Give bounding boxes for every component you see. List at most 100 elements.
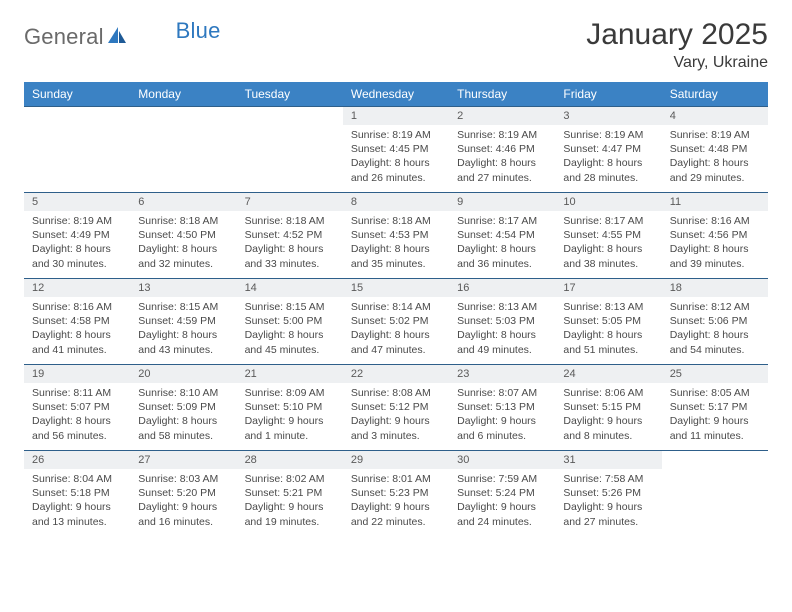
day-number: 13 (130, 279, 236, 297)
day-details: Sunrise: 8:14 AMSunset: 5:02 PMDaylight:… (343, 297, 449, 362)
day-details: Sunrise: 8:19 AMSunset: 4:47 PMDaylight:… (555, 125, 661, 190)
day-details: Sunrise: 8:16 AMSunset: 4:58 PMDaylight:… (24, 297, 130, 362)
calendar-cell: 31Sunrise: 7:58 AMSunset: 5:26 PMDayligh… (555, 451, 661, 537)
calendar-week: 5Sunrise: 8:19 AMSunset: 4:49 PMDaylight… (24, 193, 768, 279)
day-details: Sunrise: 8:11 AMSunset: 5:07 PMDaylight:… (24, 383, 130, 448)
day-number: 15 (343, 279, 449, 297)
day-number: 31 (555, 451, 661, 469)
day-number: 1 (343, 107, 449, 125)
day-number: 19 (24, 365, 130, 383)
page-header: General Blue January 2025 Vary, Ukraine (24, 18, 768, 72)
day-details: Sunrise: 8:15 AMSunset: 4:59 PMDaylight:… (130, 297, 236, 362)
day-number: 16 (449, 279, 555, 297)
day-header: Wednesday (343, 82, 449, 107)
calendar-cell: 13Sunrise: 8:15 AMSunset: 4:59 PMDayligh… (130, 279, 236, 365)
day-details: Sunrise: 8:19 AMSunset: 4:46 PMDaylight:… (449, 125, 555, 190)
day-number: 12 (24, 279, 130, 297)
day-details: Sunrise: 8:07 AMSunset: 5:13 PMDaylight:… (449, 383, 555, 448)
calendar-cell: 23Sunrise: 8:07 AMSunset: 5:13 PMDayligh… (449, 365, 555, 451)
calendar-cell: 12Sunrise: 8:16 AMSunset: 4:58 PMDayligh… (24, 279, 130, 365)
day-number: 8 (343, 193, 449, 211)
logo-word-2: Blue (176, 18, 221, 44)
day-details: Sunrise: 8:15 AMSunset: 5:00 PMDaylight:… (237, 297, 343, 362)
calendar-cell (237, 107, 343, 193)
title-block: January 2025 Vary, Ukraine (586, 18, 768, 72)
calendar-table: SundayMondayTuesdayWednesdayThursdayFrid… (24, 82, 768, 537)
day-header: Friday (555, 82, 661, 107)
day-number: 9 (449, 193, 555, 211)
day-header: Thursday (449, 82, 555, 107)
day-details: Sunrise: 8:18 AMSunset: 4:52 PMDaylight:… (237, 211, 343, 276)
calendar-cell: 5Sunrise: 8:19 AMSunset: 4:49 PMDaylight… (24, 193, 130, 279)
calendar-cell: 9Sunrise: 8:17 AMSunset: 4:54 PMDaylight… (449, 193, 555, 279)
calendar-cell: 3Sunrise: 8:19 AMSunset: 4:47 PMDaylight… (555, 107, 661, 193)
month-title: January 2025 (586, 18, 768, 52)
day-details: Sunrise: 8:05 AMSunset: 5:17 PMDaylight:… (662, 383, 768, 448)
day-number: 6 (130, 193, 236, 211)
calendar-cell: 20Sunrise: 8:10 AMSunset: 5:09 PMDayligh… (130, 365, 236, 451)
calendar-cell (130, 107, 236, 193)
calendar-cell (662, 451, 768, 537)
day-details: Sunrise: 8:18 AMSunset: 4:53 PMDaylight:… (343, 211, 449, 276)
calendar-cell: 16Sunrise: 8:13 AMSunset: 5:03 PMDayligh… (449, 279, 555, 365)
calendar-cell: 19Sunrise: 8:11 AMSunset: 5:07 PMDayligh… (24, 365, 130, 451)
day-header: Tuesday (237, 82, 343, 107)
day-number: 3 (555, 107, 661, 125)
calendar-cell: 7Sunrise: 8:18 AMSunset: 4:52 PMDaylight… (237, 193, 343, 279)
calendar-cell: 21Sunrise: 8:09 AMSunset: 5:10 PMDayligh… (237, 365, 343, 451)
day-details: Sunrise: 8:09 AMSunset: 5:10 PMDaylight:… (237, 383, 343, 448)
day-details: Sunrise: 8:16 AMSunset: 4:56 PMDaylight:… (662, 211, 768, 276)
day-number: 21 (237, 365, 343, 383)
calendar-week: 26Sunrise: 8:04 AMSunset: 5:18 PMDayligh… (24, 451, 768, 537)
day-details: Sunrise: 8:19 AMSunset: 4:45 PMDaylight:… (343, 125, 449, 190)
calendar-cell: 30Sunrise: 7:59 AMSunset: 5:24 PMDayligh… (449, 451, 555, 537)
day-number: 2 (449, 107, 555, 125)
calendar-cell: 14Sunrise: 8:15 AMSunset: 5:00 PMDayligh… (237, 279, 343, 365)
day-header: Monday (130, 82, 236, 107)
day-number (24, 107, 130, 125)
calendar-cell: 27Sunrise: 8:03 AMSunset: 5:20 PMDayligh… (130, 451, 236, 537)
calendar-cell (24, 107, 130, 193)
calendar-cell: 22Sunrise: 8:08 AMSunset: 5:12 PMDayligh… (343, 365, 449, 451)
day-number: 10 (555, 193, 661, 211)
day-details: Sunrise: 8:08 AMSunset: 5:12 PMDaylight:… (343, 383, 449, 448)
calendar-head: SundayMondayTuesdayWednesdayThursdayFrid… (24, 82, 768, 107)
day-number: 27 (130, 451, 236, 469)
day-header-row: SundayMondayTuesdayWednesdayThursdayFrid… (24, 82, 768, 107)
calendar-week: 12Sunrise: 8:16 AMSunset: 4:58 PMDayligh… (24, 279, 768, 365)
day-number: 20 (130, 365, 236, 383)
day-details: Sunrise: 8:03 AMSunset: 5:20 PMDaylight:… (130, 469, 236, 534)
day-number: 28 (237, 451, 343, 469)
logo: General Blue (24, 18, 221, 50)
day-details: Sunrise: 8:19 AMSunset: 4:48 PMDaylight:… (662, 125, 768, 190)
day-number (237, 107, 343, 125)
calendar-week: 19Sunrise: 8:11 AMSunset: 5:07 PMDayligh… (24, 365, 768, 451)
day-details: Sunrise: 8:10 AMSunset: 5:09 PMDaylight:… (130, 383, 236, 448)
day-details: Sunrise: 8:01 AMSunset: 5:23 PMDaylight:… (343, 469, 449, 534)
day-number: 4 (662, 107, 768, 125)
day-number (130, 107, 236, 125)
day-header: Saturday (662, 82, 768, 107)
day-number: 7 (237, 193, 343, 211)
calendar-cell: 18Sunrise: 8:12 AMSunset: 5:06 PMDayligh… (662, 279, 768, 365)
calendar-cell: 29Sunrise: 8:01 AMSunset: 5:23 PMDayligh… (343, 451, 449, 537)
day-number: 22 (343, 365, 449, 383)
day-number: 23 (449, 365, 555, 383)
calendar-cell: 25Sunrise: 8:05 AMSunset: 5:17 PMDayligh… (662, 365, 768, 451)
sail-icon (106, 25, 128, 50)
day-details: Sunrise: 8:18 AMSunset: 4:50 PMDaylight:… (130, 211, 236, 276)
day-number: 5 (24, 193, 130, 211)
day-number: 25 (662, 365, 768, 383)
location-label: Vary, Ukraine (586, 54, 768, 72)
day-number: 29 (343, 451, 449, 469)
calendar-cell: 2Sunrise: 8:19 AMSunset: 4:46 PMDaylight… (449, 107, 555, 193)
day-details: Sunrise: 8:13 AMSunset: 5:05 PMDaylight:… (555, 297, 661, 362)
calendar-cell: 1Sunrise: 8:19 AMSunset: 4:45 PMDaylight… (343, 107, 449, 193)
day-details: Sunrise: 8:13 AMSunset: 5:03 PMDaylight:… (449, 297, 555, 362)
day-number: 24 (555, 365, 661, 383)
logo-word-1: General (24, 24, 104, 50)
day-number: 17 (555, 279, 661, 297)
day-details: Sunrise: 8:19 AMSunset: 4:49 PMDaylight:… (24, 211, 130, 276)
calendar-cell: 15Sunrise: 8:14 AMSunset: 5:02 PMDayligh… (343, 279, 449, 365)
day-details: Sunrise: 8:12 AMSunset: 5:06 PMDaylight:… (662, 297, 768, 362)
